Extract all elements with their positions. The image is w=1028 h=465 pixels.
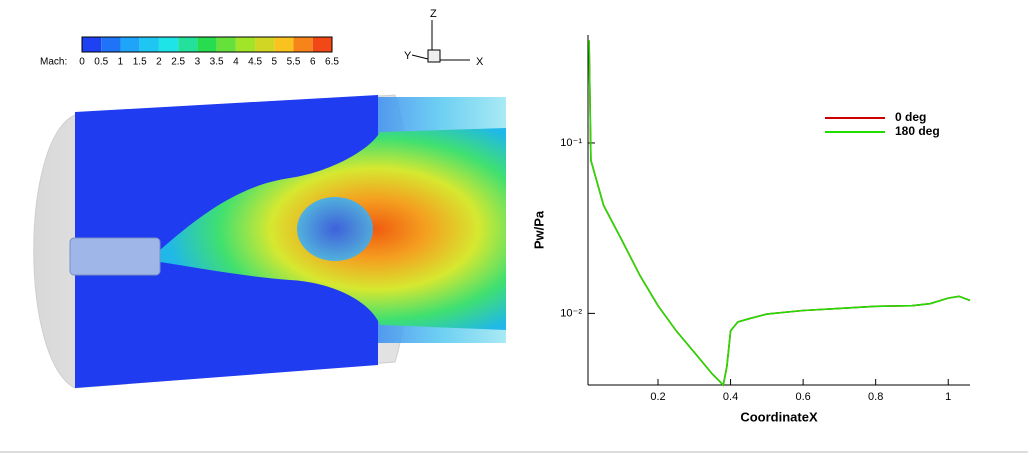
colorbar-label: 6.5 <box>325 57 339 68</box>
colorbar-cell <box>120 37 140 52</box>
colorbar-label: 0.5 <box>94 57 108 68</box>
colorbar-label: 1 <box>118 57 124 68</box>
series-line <box>588 40 971 387</box>
colorbar-label: 0 <box>79 57 85 68</box>
x-tick-label: 0.2 <box>650 391 665 403</box>
y-tick-label: 10⁻¹ <box>560 137 582 149</box>
triad-y-label: Y <box>404 50 412 62</box>
legend-label: 0 deg <box>895 110 926 124</box>
nozzle <box>69 237 161 276</box>
colorbar-title: Mach: <box>40 57 67 68</box>
colorbar-label: 5.5 <box>287 57 301 68</box>
colorbar-label: 2 <box>156 57 162 68</box>
x-tick-label: 0.4 <box>723 391 738 403</box>
x-tick-label: 1 <box>945 391 951 403</box>
triad-z-label: Z <box>430 8 437 20</box>
legend-label: 180 deg <box>895 124 940 138</box>
colorbar-label: 1.5 <box>133 57 147 68</box>
colorbar-cell <box>158 37 179 52</box>
colorbar-cell <box>197 37 217 52</box>
colorbar-label: 4 <box>233 57 239 68</box>
colorbar-label: 5 <box>272 57 278 68</box>
flow-render <box>0 94 1028 453</box>
colorbar-cell <box>255 37 275 52</box>
x-tick-label: 0.6 <box>795 391 810 403</box>
colorbar-cell <box>293 37 313 52</box>
colorbar-frame <box>81 36 333 53</box>
colorbar-cell <box>216 37 236 52</box>
colorbar-label: 6 <box>310 57 316 68</box>
x-tick-label: 0.8 <box>868 391 883 403</box>
colorbar-label: 2.5 <box>171 57 185 68</box>
colorbar-cell <box>312 37 332 52</box>
x-axis-title: CoordinateX <box>740 409 818 424</box>
triad-x-label: X <box>476 56 484 68</box>
colorbar-cell <box>274 37 294 52</box>
colorbar-cell <box>82 37 102 52</box>
jet-core <box>297 197 373 261</box>
y-tick-label: 10⁻² <box>560 307 582 319</box>
colorbar-label: 4.5 <box>248 57 262 68</box>
colorbar-cell <box>139 37 159 52</box>
triad-box <box>427 49 441 63</box>
axis-triad: Z Y X <box>404 8 484 68</box>
y-axis-title: Pw/Pa <box>531 210 546 249</box>
colorbar-cell <box>178 37 198 52</box>
series-line <box>588 40 971 387</box>
colorbar-cell <box>101 37 121 52</box>
colorbar-label: 3.5 <box>210 57 224 68</box>
colorbar-label: 3 <box>195 57 201 68</box>
colorbar-cell <box>235 37 256 52</box>
